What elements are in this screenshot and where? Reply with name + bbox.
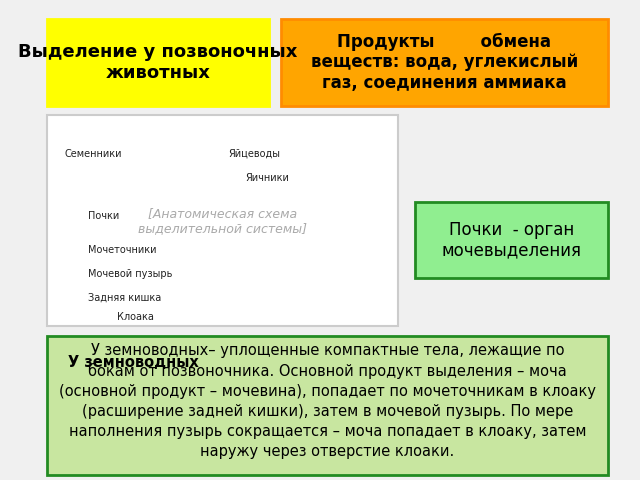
Text: Почки: Почки — [88, 211, 119, 221]
FancyBboxPatch shape — [47, 115, 397, 326]
Text: Продукты        обмена
веществ: вода, углекислый
газ, соединения аммиака: Продукты обмена веществ: вода, углекислы… — [310, 33, 578, 92]
Text: Почки  - орган
мочевыделения: Почки - орган мочевыделения — [442, 221, 582, 259]
Text: Яичники: Яичники — [246, 173, 290, 182]
Text: У земноводных: У земноводных — [68, 355, 198, 370]
FancyBboxPatch shape — [47, 336, 608, 475]
Text: Яйцеводы: Яйцеводы — [228, 149, 280, 158]
Text: [Анатомическая схема
выделительной системы]: [Анатомическая схема выделительной систе… — [138, 207, 307, 235]
Text: Задняя кишка: Задняя кишка — [88, 293, 161, 302]
Text: Семенники: Семенники — [65, 149, 122, 158]
FancyBboxPatch shape — [47, 19, 269, 106]
FancyBboxPatch shape — [415, 202, 608, 278]
Text: Мочевой пузырь: Мочевой пузырь — [88, 269, 172, 278]
Text: У земноводных– уплощенные компактные тела, лежащие по
бокам от позвоночника. Осн: У земноводных– уплощенные компактные тел… — [59, 343, 596, 458]
Text: Клоака: Клоака — [117, 312, 154, 322]
Text: Выделение у позвоночных
животных: Выделение у позвоночных животных — [19, 43, 298, 82]
Text: Мочеточники: Мочеточники — [88, 245, 157, 254]
FancyBboxPatch shape — [281, 19, 608, 106]
